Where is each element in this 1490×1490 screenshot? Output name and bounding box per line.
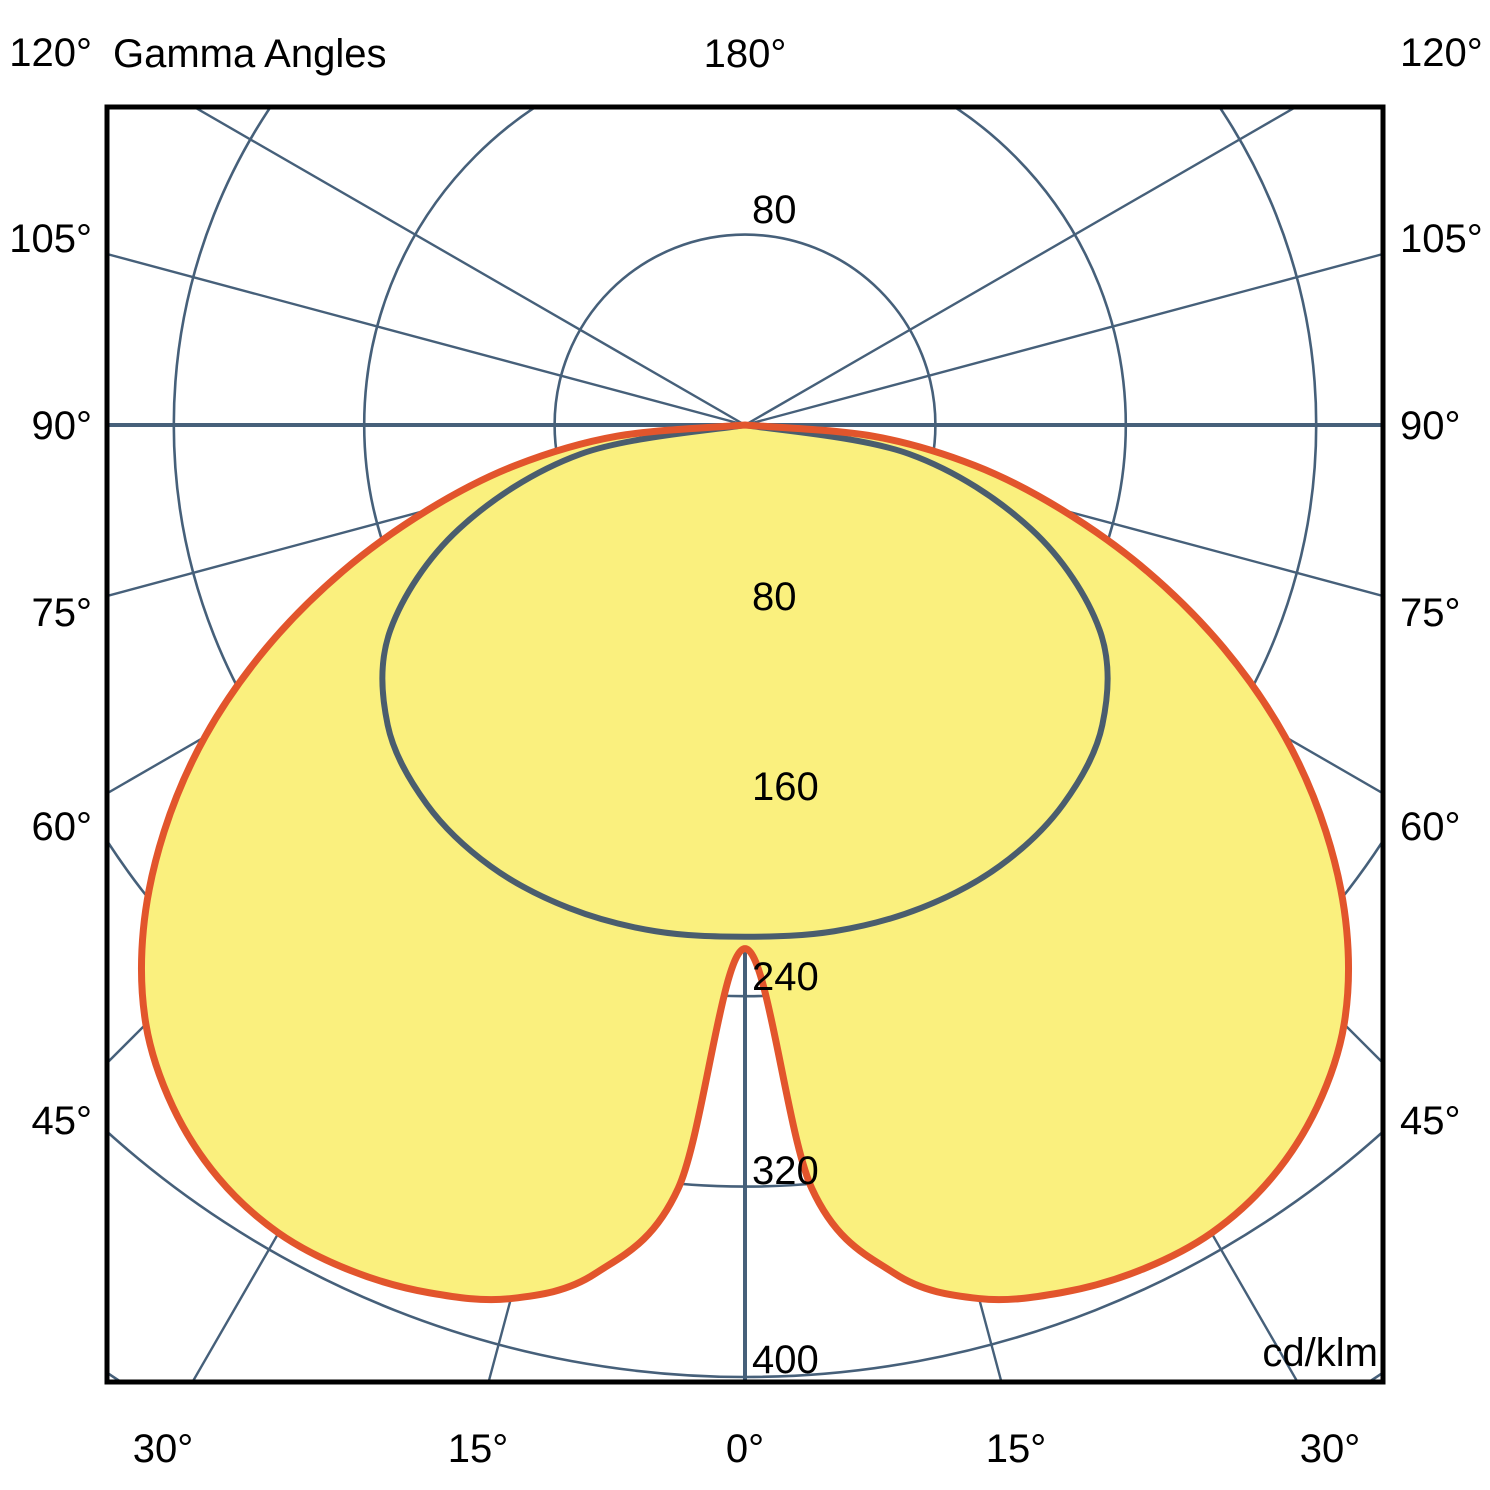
gamma-label-right-5: 45° [1400,1099,1461,1143]
gamma-label-left-5: 45° [32,1099,93,1143]
radial-tick-label-1: 80 [752,575,797,619]
grid-spoke--105 [107,252,746,427]
radial-tick-label-5: 400 [752,1338,819,1382]
radial-tick-label-2: 160 [752,765,819,809]
gamma-label-right-4: 60° [1400,805,1461,849]
radial-tick-label-4: 320 [752,1149,819,1193]
c-plane-label-bottom-4: 30° [1300,1427,1361,1471]
gamma-label-left-1: 105° [9,217,92,261]
radial-tick-label-0: 80 [752,188,797,232]
gamma-label-right-1: 105° [1400,217,1483,261]
axis-label-top-center: 180° [704,32,787,76]
grid-spoke-120 [744,107,1299,427]
series-line-c0 [138,421,1352,1304]
chart-title: Gamma Angles [113,32,386,76]
gamma-label-right-3: 75° [1400,591,1461,635]
series-fill-c0 [141,425,1349,1300]
c-plane-label-bottom-3: 15° [986,1427,1047,1471]
grid-spoke--75 [107,423,746,598]
grid-ring-400 [107,1129,1383,1379]
c-plane-label-bottom-1: 15° [448,1427,509,1471]
gamma-label-right-0: 120° [1400,31,1483,75]
unit-label: cd/klm [1262,1331,1378,1375]
grid-spoke-105 [744,252,1383,427]
grid-spoke-75 [744,423,1383,598]
gamma-label-left-0: 120° [9,31,92,75]
distribution-curves [138,421,1352,1304]
gamma-label-left-4: 60° [32,805,93,849]
series-line-c90 [379,422,1111,940]
plot-frame [104,104,1386,1385]
chart-labels: Gamma Angles 180° cd/klm 120° 105° 90° 75° 6… [9,31,1482,1471]
grid-ring-320 [107,838,1383,1188]
gamma-label-left-3: 75° [32,591,93,635]
radial-tick-label-3: 240 [752,955,819,999]
grid-spoke--120 [191,107,746,427]
gamma-label-right-2: 90° [1400,404,1461,448]
grid-ring-240 [172,107,1318,998]
gamma-label-left-2: 90° [32,404,93,448]
c-plane-label-bottom-0: 30° [133,1427,194,1471]
c-plane-label-bottom-2: 0° [726,1427,764,1471]
